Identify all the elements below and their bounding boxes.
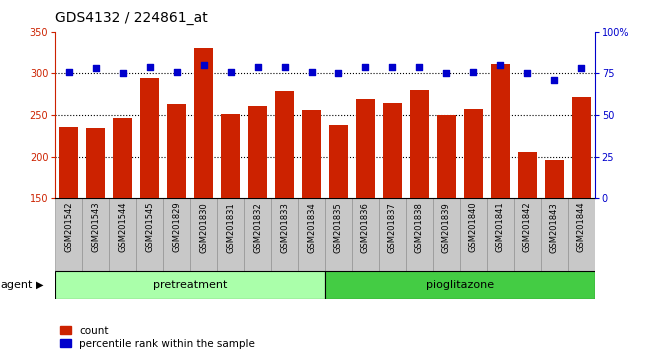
Point [576, 65, 586, 71]
Bar [167, 104, 186, 198]
Point [198, 62, 209, 68]
Text: GSM201839: GSM201839 [442, 202, 451, 253]
Bar [244, 198, 271, 271]
Bar [302, 110, 321, 198]
Bar [410, 90, 429, 198]
Text: pioglitazone: pioglitazone [426, 280, 494, 290]
Text: GSM201832: GSM201832 [253, 202, 262, 253]
Text: GSM201837: GSM201837 [388, 202, 397, 253]
Bar [545, 160, 564, 198]
Point [549, 77, 560, 83]
Text: GSM201843: GSM201843 [550, 202, 559, 253]
Point [280, 64, 290, 70]
Legend: count, percentile rank within the sample: count, percentile rank within the sample [60, 326, 255, 349]
Point [252, 64, 263, 70]
Bar [325, 271, 595, 299]
Point [172, 69, 182, 75]
Text: ▶: ▶ [36, 280, 44, 290]
Text: GSM201545: GSM201545 [145, 202, 154, 252]
Bar [568, 198, 595, 271]
Text: GSM201838: GSM201838 [415, 202, 424, 253]
Bar [82, 198, 109, 271]
Text: GSM201842: GSM201842 [523, 202, 532, 252]
Bar [406, 198, 433, 271]
Point [414, 64, 424, 70]
Bar [275, 91, 294, 198]
Bar [356, 99, 375, 198]
Bar [59, 127, 78, 198]
Bar [109, 198, 136, 271]
Bar [248, 106, 267, 198]
Bar [55, 271, 325, 299]
Bar [136, 198, 163, 271]
Bar [460, 198, 487, 271]
Bar [55, 198, 83, 271]
Point [333, 71, 344, 76]
Text: GSM201833: GSM201833 [280, 202, 289, 253]
Bar [464, 109, 483, 198]
Bar [298, 198, 325, 271]
Point [468, 69, 478, 75]
Bar [383, 103, 402, 198]
Text: GSM201844: GSM201844 [577, 202, 586, 252]
Text: agent: agent [1, 280, 33, 290]
Point [360, 64, 370, 70]
Point [226, 69, 236, 75]
Bar [221, 114, 240, 198]
Text: GSM201831: GSM201831 [226, 202, 235, 253]
Text: GSM201834: GSM201834 [307, 202, 316, 253]
Text: GSM201836: GSM201836 [361, 202, 370, 253]
Bar [487, 198, 514, 271]
Text: GSM201835: GSM201835 [334, 202, 343, 253]
Text: GSM201830: GSM201830 [199, 202, 208, 253]
Bar [329, 125, 348, 198]
Text: GSM201543: GSM201543 [91, 202, 100, 252]
Point [495, 62, 506, 68]
Point [90, 65, 101, 71]
Point [64, 69, 74, 75]
Point [441, 71, 452, 76]
Text: GSM201829: GSM201829 [172, 202, 181, 252]
Bar [352, 198, 379, 271]
Point [306, 69, 317, 75]
Bar [271, 198, 298, 271]
Text: GSM201841: GSM201841 [496, 202, 505, 252]
Bar [572, 97, 591, 198]
Text: pretreatment: pretreatment [153, 280, 228, 290]
Bar [325, 198, 352, 271]
Bar [514, 198, 541, 271]
Bar [86, 127, 105, 198]
Bar [518, 152, 537, 198]
Bar [140, 78, 159, 198]
Bar [541, 198, 568, 271]
Bar [113, 118, 132, 198]
Bar [217, 198, 244, 271]
Point [118, 71, 128, 76]
Point [387, 64, 398, 70]
Point [144, 64, 155, 70]
Text: GSM201544: GSM201544 [118, 202, 127, 252]
Text: GDS4132 / 224861_at: GDS4132 / 224861_at [55, 11, 208, 25]
Bar [194, 48, 213, 198]
Point [522, 71, 532, 76]
Bar [379, 198, 406, 271]
Text: GSM201840: GSM201840 [469, 202, 478, 252]
Bar [437, 115, 456, 198]
Text: GSM201542: GSM201542 [64, 202, 73, 252]
Bar [163, 198, 190, 271]
Bar [491, 64, 510, 198]
Bar [433, 198, 460, 271]
Bar [190, 198, 217, 271]
